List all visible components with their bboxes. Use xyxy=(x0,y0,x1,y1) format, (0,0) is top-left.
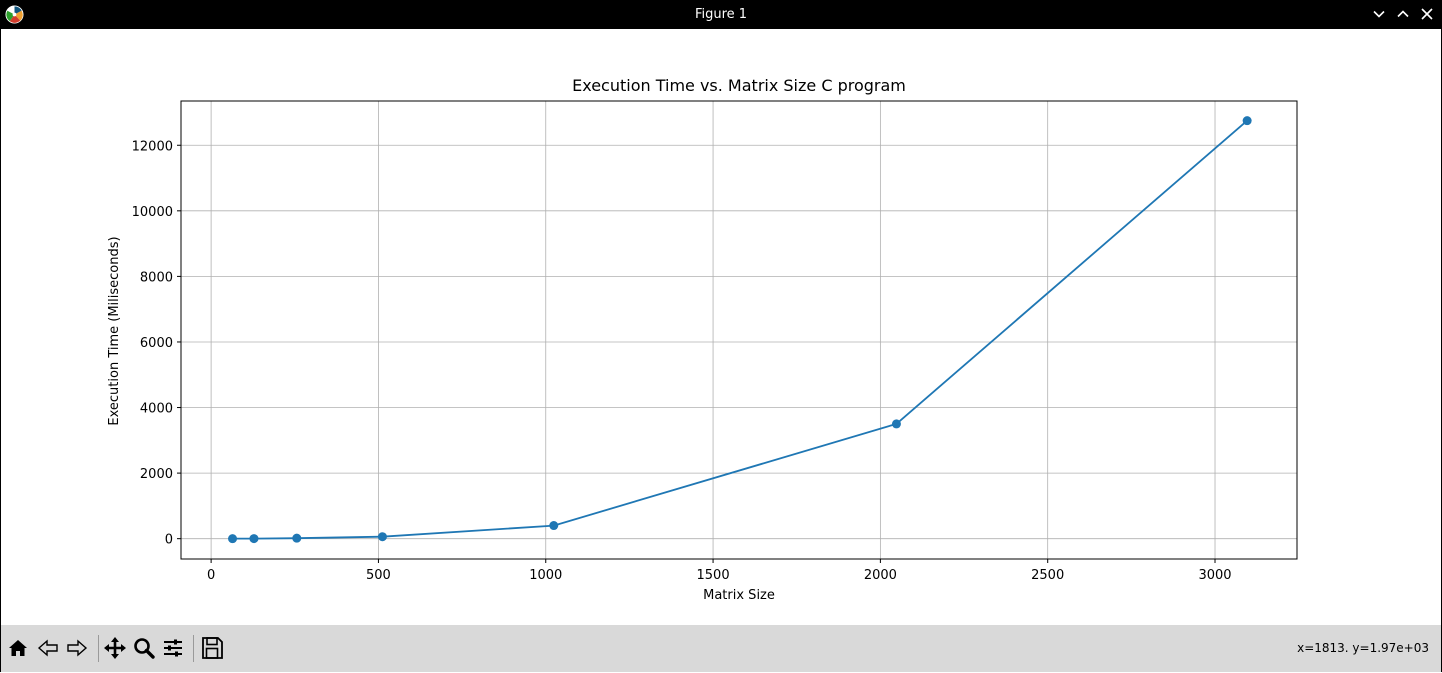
data-point xyxy=(1242,116,1252,126)
series-layer xyxy=(228,116,1252,544)
axes-frame xyxy=(180,100,1298,560)
ticks: 0 500 1000 1500 2000 2500 3000 0 2000 4000 6000 800… xyxy=(132,139,1232,583)
data-point xyxy=(228,534,238,544)
back-icon[interactable] xyxy=(35,635,61,661)
home-icon[interactable] xyxy=(5,635,31,661)
toolbar-separator xyxy=(193,635,194,662)
data-point xyxy=(292,533,302,543)
navigation-toolbar: x=1813. y=1.97e+03 xyxy=(1,625,1441,672)
x-axis-label: Matrix Size xyxy=(703,588,775,603)
y-tick-label: 8000 xyxy=(140,270,173,285)
data-point xyxy=(249,534,259,544)
chevron-up-icon[interactable] xyxy=(1395,6,1411,22)
toolbar-separator xyxy=(98,635,99,662)
data-point xyxy=(549,521,559,531)
x-tick-label: 1000 xyxy=(529,568,562,583)
y-tick-label: 12000 xyxy=(132,139,173,154)
y-tick-label: 4000 xyxy=(140,402,173,417)
zoom-icon[interactable] xyxy=(131,635,157,661)
y-tick-label: 6000 xyxy=(140,336,173,351)
window-title: Figure 1 xyxy=(694,7,748,22)
y-tick-label: 10000 xyxy=(132,205,173,220)
pan-icon[interactable] xyxy=(102,635,128,661)
y-tick-label: 2000 xyxy=(140,467,173,482)
chevron-down-icon[interactable] xyxy=(1371,6,1387,22)
configure-subplots-icon[interactable] xyxy=(160,635,186,661)
data-point xyxy=(377,532,387,542)
x-tick-label: 1500 xyxy=(697,568,730,583)
x-tick-label: 0 xyxy=(207,568,215,583)
forward-icon[interactable] xyxy=(64,635,90,661)
chart-title: Execution Time vs. Matrix Size C program xyxy=(572,76,906,95)
cursor-coordinates: x=1813. y=1.97e+03 xyxy=(1297,641,1429,655)
save-icon[interactable] xyxy=(199,635,225,661)
close-icon[interactable] xyxy=(1419,6,1435,22)
title-bar: Figure 1 xyxy=(0,0,1442,29)
series-line xyxy=(232,120,1248,540)
y-tick-label: 0 xyxy=(165,533,173,548)
x-tick-label: 500 xyxy=(366,568,391,583)
x-tick-label: 3000 xyxy=(1198,568,1231,583)
x-tick-label: 2500 xyxy=(1031,568,1064,583)
y-axis-label: Execution Time (Miliseconds) xyxy=(107,236,122,425)
matplotlib-icon[interactable] xyxy=(5,5,24,24)
figure-canvas[interactable]: 0 500 1000 1500 2000 2500 3000 0 2000 4000 6000 800… xyxy=(0,29,1442,625)
line-chart: 0 500 1000 1500 2000 2500 3000 0 2000 4000 6000 800… xyxy=(107,76,1298,603)
x-tick-label: 2000 xyxy=(864,568,897,583)
data-point xyxy=(891,419,901,429)
grid xyxy=(181,101,1297,559)
